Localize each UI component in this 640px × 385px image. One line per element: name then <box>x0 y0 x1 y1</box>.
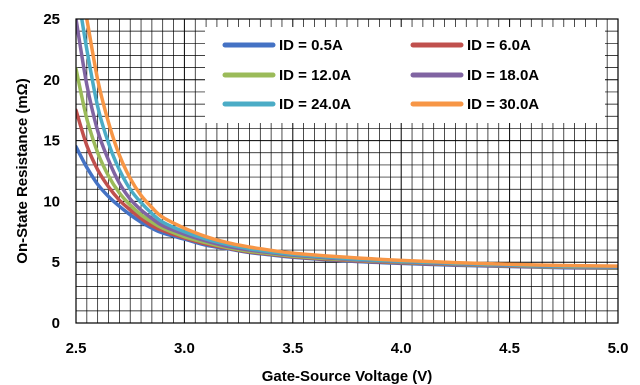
plot-area-border <box>75 18 619 324</box>
legend-label-4: ID = 18.0A <box>467 67 539 84</box>
x-axis-tick-labels: 2.5 3.0 3.5 4.0 4.5 5.0 <box>66 340 629 357</box>
x-axis-title: Gate-Source Voltage (V) <box>262 368 433 385</box>
x-tick-label: 2.5 <box>66 340 87 357</box>
y-tick-label: 10 <box>43 193 60 210</box>
legend-label-5: ID = 24.0A <box>279 96 351 113</box>
y-axis-tick-labels: 0 5 10 15 20 25 <box>43 11 60 332</box>
y-axis-title: On-State Resistance (mΩ) <box>14 78 31 263</box>
x-tick-label: 4.5 <box>499 340 520 357</box>
y-tick-label: 5 <box>52 254 60 271</box>
x-tick-label: 5.0 <box>608 340 629 357</box>
series-line-6 <box>85 19 618 268</box>
legend: ID = 0.5A ID = 6.0A ID = 12.0A ID = 18.0A ID… <box>205 27 605 123</box>
x-tick-label: 3.0 <box>174 340 195 357</box>
y-tick-label: 0 <box>52 315 60 332</box>
legend-label-1: ID = 0.5A <box>279 37 343 54</box>
legend-label-2: ID = 6.0A <box>467 37 531 54</box>
legend-label-6: ID = 30.0A <box>467 96 539 113</box>
x-tick-label: 3.5 <box>282 340 303 357</box>
series-lines <box>76 19 618 271</box>
y-tick-label: 25 <box>43 11 60 28</box>
y-tick-label: 20 <box>43 72 60 89</box>
x-tick-label: 4.0 <box>391 340 412 357</box>
y-tick-label: 15 <box>43 133 60 150</box>
legend-label-3: ID = 12.0A <box>279 67 351 84</box>
